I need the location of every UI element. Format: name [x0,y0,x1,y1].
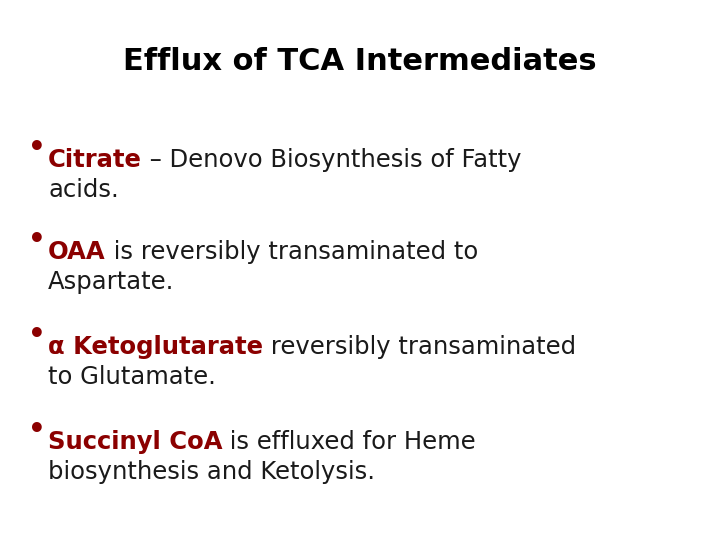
Text: is reversibly transaminated to: is reversibly transaminated to [106,240,478,264]
Text: α Ketoglutarate: α Ketoglutarate [48,335,263,359]
Text: Citrate: Citrate [48,148,142,172]
Text: •: • [28,416,46,444]
Text: •: • [28,226,46,254]
Text: Aspartate.: Aspartate. [48,270,174,294]
Text: Efflux of TCA Intermediates: Efflux of TCA Intermediates [123,48,597,77]
Text: •: • [28,321,46,349]
Text: – Denovo Biosynthesis of Fatty: – Denovo Biosynthesis of Fatty [142,148,521,172]
Text: OAA: OAA [48,240,106,264]
Text: to Glutamate.: to Glutamate. [48,365,216,389]
Text: acids.: acids. [48,178,119,202]
Text: biosynthesis and Ketolysis.: biosynthesis and Ketolysis. [48,460,375,484]
Text: is effluxed for Heme: is effluxed for Heme [222,430,476,454]
Text: reversibly transaminated: reversibly transaminated [263,335,576,359]
Text: Succinyl CoA: Succinyl CoA [48,430,222,454]
Text: •: • [28,134,46,162]
